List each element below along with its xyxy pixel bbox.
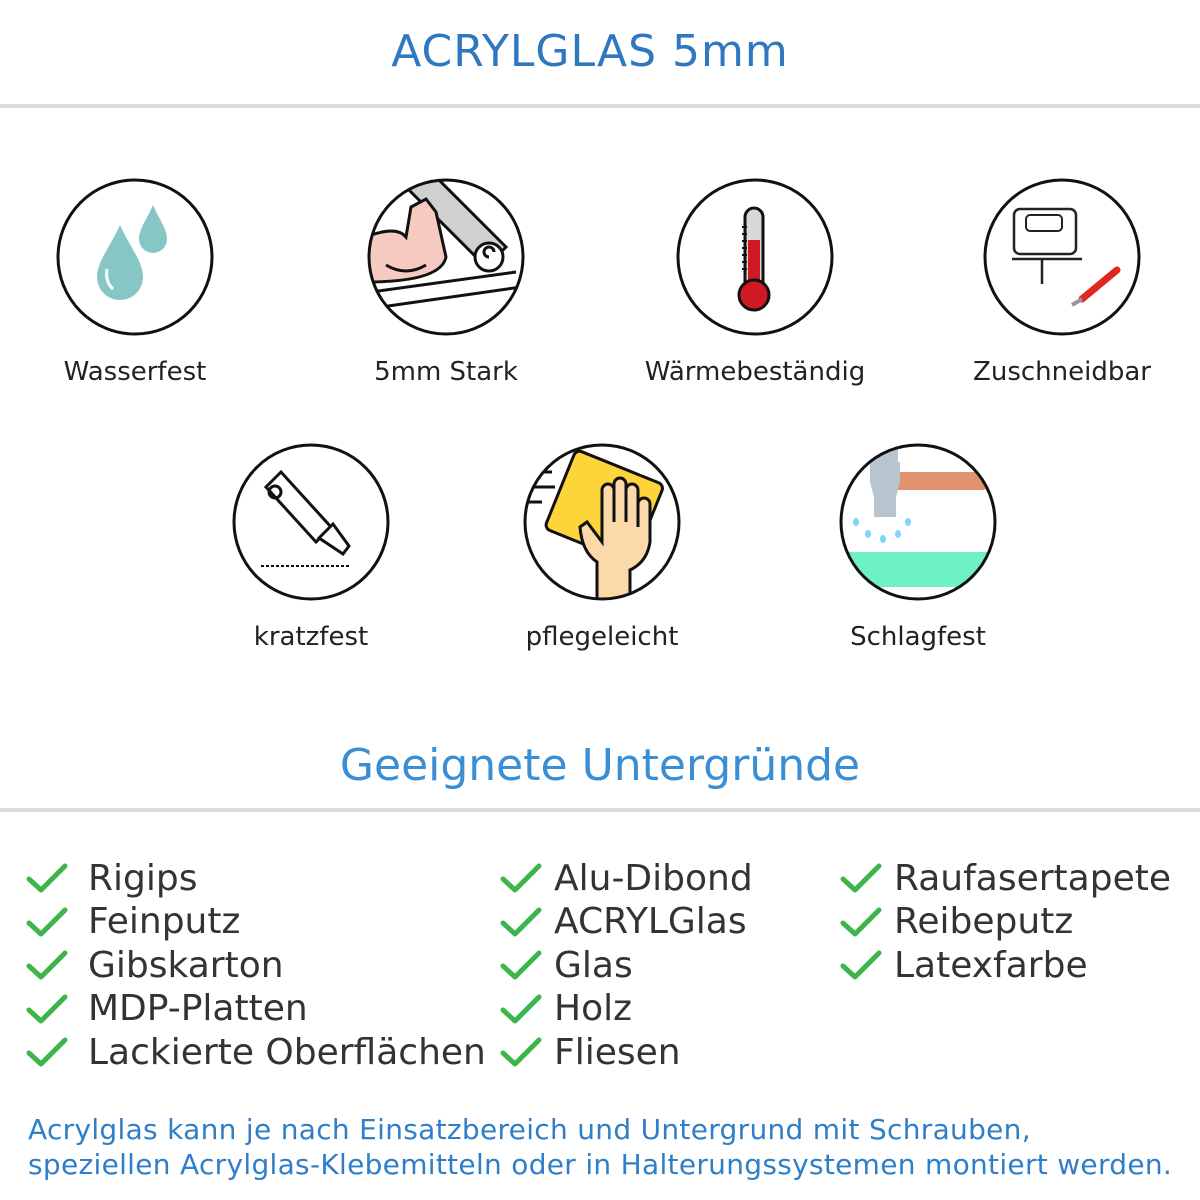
checkmark-icon <box>840 950 882 980</box>
feature-5mm-stark: 5mm Stark <box>326 177 566 387</box>
feature-kratzfest: kratzfest <box>191 442 431 652</box>
checkmark-icon <box>26 863 68 893</box>
checkmark-icon <box>500 907 542 936</box>
footer-line: Acrylglas kann je nach Einsatzbereich un… <box>28 1113 1031 1146</box>
checkmark-icon <box>840 907 882 936</box>
surface-label: Lackierte Oberflächen <box>88 1031 486 1073</box>
feature-waermebestaendig: Wärmebeständig <box>635 177 875 387</box>
checkmark-icon <box>26 994 68 1023</box>
surface-label: Feinputz <box>88 901 241 942</box>
surface-label: Reibeputz <box>894 901 1074 942</box>
feature-label: Zuschneidbar <box>973 357 1151 387</box>
divider <box>0 808 1200 812</box>
footer-note: Acrylglas kann je nach Einsatzbereich un… <box>28 1112 1172 1182</box>
feature-label: Wasserfest <box>63 357 207 387</box>
feature-label: pflegeleicht <box>525 622 679 652</box>
surfaces-heading: Geeignete Untergründe <box>339 740 861 791</box>
checkmark-icon <box>500 863 542 893</box>
checkmark-icon <box>840 863 882 893</box>
jigsaw-cutter-icon <box>983 178 1141 336</box>
checkmark-icon <box>500 950 542 980</box>
surface-label: Fliesen <box>554 1031 681 1073</box>
feature-label: kratzfest <box>253 622 369 652</box>
surface-label: Gibskarton <box>88 944 284 986</box>
feature-label: Wärmebeständig <box>644 357 866 387</box>
checkmark-icon <box>500 1037 542 1067</box>
checkmark-icon <box>26 950 68 980</box>
surface-label: Rigips <box>88 857 198 899</box>
thermometer-icon <box>676 178 834 336</box>
feature-pflegeleicht: pflegeleicht <box>482 442 722 652</box>
cleaning-hand-icon <box>523 443 681 601</box>
feature-wasserfest: Wasserfest <box>15 177 255 387</box>
surface-label: Latexfarbe <box>894 944 1088 986</box>
water-drops-icon <box>56 178 214 336</box>
surface-label: Glas <box>554 944 633 986</box>
surface-label: MDP-Platten <box>88 988 308 1029</box>
checkmark-icon <box>500 994 542 1023</box>
feature-label: Schlagfest <box>850 622 986 652</box>
page-title: ACRYLGLAS 5mm <box>391 26 789 77</box>
surface-label: Alu-Dibond <box>554 857 753 899</box>
feature-label: 5mm Stark <box>374 357 518 387</box>
checkmark-icon <box>26 1037 68 1067</box>
feature-zuschneidbar: Zuschneidbar <box>942 177 1182 387</box>
divider <box>0 104 1200 108</box>
footer-line: speziellen Acrylglas-Klebemitteln oder i… <box>28 1148 1173 1181</box>
surface-label: ACRYLGlas <box>554 901 747 942</box>
cutter-knife-icon <box>232 443 390 601</box>
checkmark-icon <box>26 907 68 936</box>
feature-schlagfest: Schlagfest <box>798 442 1038 652</box>
surface-label: Raufasertapete <box>894 857 1171 899</box>
surface-label: Holz <box>554 988 632 1029</box>
strong-arm-icon <box>367 178 525 336</box>
hammer-icon <box>839 443 997 601</box>
